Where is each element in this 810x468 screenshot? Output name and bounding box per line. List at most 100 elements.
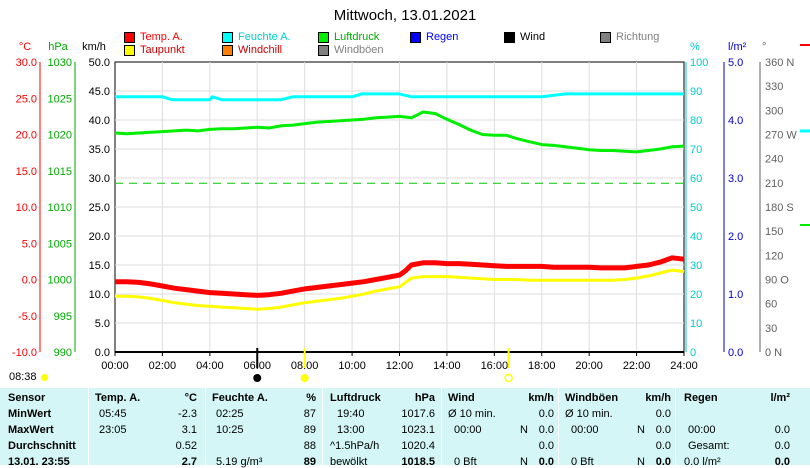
axis-tick-label: 240 bbox=[765, 154, 783, 166]
axis-tick-label: -10.0 bbox=[12, 347, 37, 359]
humidity-avg-value: 88 bbox=[303, 440, 316, 452]
row-label-max: MaxWert bbox=[8, 424, 54, 436]
legend-item: Windböen bbox=[318, 44, 384, 57]
humidity-abs: 5.19 g/m³ bbox=[216, 456, 263, 468]
legend-swatch bbox=[222, 32, 233, 43]
temp-header: Temp. A. bbox=[95, 392, 141, 404]
axis-tick-label: 5.0 bbox=[22, 238, 37, 250]
axis-tick-label: 1.0 bbox=[728, 289, 743, 301]
legend-item: Richtung bbox=[600, 31, 659, 44]
temp-unit: °C bbox=[184, 392, 197, 404]
x-tick-label: 18:00 bbox=[528, 360, 556, 372]
axis-tick-label: 45.0 bbox=[89, 86, 110, 98]
axis-tick-label: 20.0 bbox=[89, 231, 110, 243]
x-tick-label: 12:00 bbox=[386, 360, 414, 372]
axis-tick-label: 15.0 bbox=[89, 260, 110, 272]
axis-tick-label: 50.0 bbox=[89, 57, 110, 69]
pressure-header: Luftdruck bbox=[330, 392, 381, 404]
summary-table: Sensor MinWert MaxWert Durchschnitt 13.0… bbox=[0, 388, 810, 468]
x-tick-label: 16:00 bbox=[481, 360, 509, 372]
axis-tick-label: 5.0 bbox=[728, 57, 743, 69]
axis-tick-label: -5.0 bbox=[18, 311, 37, 323]
axis-tick-label: 3.0 bbox=[728, 173, 743, 185]
legend-label: Temp. A. bbox=[140, 31, 183, 43]
axis-tick-label: 90 bbox=[690, 86, 702, 98]
humidity-max-value: 89 bbox=[303, 424, 316, 436]
legend-item: Feuchte A. bbox=[222, 31, 291, 44]
axis-tick-label: 150 bbox=[765, 226, 783, 238]
axis-tick-label: 210 bbox=[765, 178, 783, 190]
gust-avg10-value: 0.0 bbox=[655, 408, 671, 420]
sun-icon bbox=[41, 374, 48, 381]
legend-label: Feuchte A. bbox=[238, 31, 291, 43]
x-tick-label: 20:00 bbox=[575, 360, 603, 372]
axis-tick-label: 0.0 bbox=[95, 347, 110, 359]
wind-current-value: 0.0 bbox=[538, 456, 554, 468]
axis-unit: % bbox=[690, 41, 700, 53]
axis-tick-label: 20.0 bbox=[16, 130, 37, 142]
axis-tick-label: 35.0 bbox=[89, 144, 110, 156]
wind-current-dir: N bbox=[520, 456, 528, 468]
axis-tick-label: 360 N bbox=[765, 57, 794, 69]
row-label-current: 13.01. 23:55 bbox=[8, 456, 70, 468]
temp-avg-value: 0.52 bbox=[175, 440, 197, 452]
legend-swatch bbox=[410, 32, 421, 43]
row-label-avg: Durchschnitt bbox=[8, 440, 76, 452]
pressure-unit: hPa bbox=[414, 392, 435, 404]
legend-label: Windböen bbox=[334, 44, 384, 56]
axis-tick-label: 10 bbox=[690, 318, 702, 330]
wind-max-value: 0.0 bbox=[538, 424, 554, 436]
axis-unit: °C bbox=[19, 41, 31, 53]
gust-header: Windböen bbox=[565, 392, 619, 404]
rain-unit: l/m² bbox=[770, 392, 790, 404]
axis-unit: km/h bbox=[82, 41, 106, 53]
axis-tick-label: 90 O bbox=[765, 275, 789, 287]
series-line-luftdruck bbox=[114, 110, 685, 154]
pressure-column: Luftdruck hPa 19:40 1017.6 13:00 1023.1 … bbox=[323, 388, 442, 468]
legend-swatch bbox=[124, 45, 135, 56]
legend-swatch bbox=[222, 45, 233, 56]
legend-swatch bbox=[318, 32, 329, 43]
rain-column: Regen l/m² 00:00 0.0 Gesamt: 0.0 0.0 l/m… bbox=[676, 388, 810, 468]
sensor-column: Sensor MinWert MaxWert Durchschnitt 13.0… bbox=[0, 388, 89, 468]
gust-max-value: 0.0 bbox=[655, 424, 671, 436]
axis-tick-label: 25.0 bbox=[89, 202, 110, 214]
axis-tick-label: 1020 bbox=[48, 130, 72, 142]
wind-avg-value: 0.0 bbox=[538, 440, 554, 452]
legend-label: Richtung bbox=[616, 31, 660, 43]
temp-column: Temp. A. °C 05:45 -2.3 23:05 3.1 0.52 2.… bbox=[89, 388, 206, 468]
chart-legend: Temp. A. Feuchte A. Luftdruck Regen Wind Rich… bbox=[0, 0, 810, 60]
axis-tick-label: 4.0 bbox=[728, 115, 743, 127]
legend-swatch bbox=[124, 32, 135, 43]
humidity-current-value: 89 bbox=[303, 456, 316, 468]
rain-total-value: 0.0 bbox=[774, 440, 790, 452]
wind-avg10-value: 0.0 bbox=[538, 408, 554, 420]
rain-total-label: Gesamt: bbox=[688, 440, 730, 452]
axis-tick-label: 0 N bbox=[765, 347, 782, 359]
axis-tick-label: 30.0 bbox=[89, 173, 110, 185]
axis-tick-label: 1025 bbox=[48, 93, 72, 105]
axis-tick-label: 70 bbox=[690, 144, 702, 156]
axis-unit: l/m² bbox=[728, 41, 747, 53]
legend-label: Wind bbox=[520, 31, 546, 43]
axis-tick-label: 120 bbox=[765, 250, 783, 262]
gust-current-value: 0.0 bbox=[655, 456, 671, 468]
humidity-header: Feuchte A. bbox=[212, 392, 268, 404]
row-label-min: MinWert bbox=[8, 408, 52, 420]
x-tick-label: 10:00 bbox=[338, 360, 366, 372]
pressure-max-value: 1023.1 bbox=[401, 424, 435, 436]
axis-tick-label: 25.0 bbox=[16, 93, 37, 105]
wind-header: Wind bbox=[448, 392, 475, 404]
gust-max-dir: N bbox=[637, 424, 645, 436]
axis-unit: hPa bbox=[48, 41, 68, 53]
wind-avg-label: Ø 10 min. bbox=[448, 408, 496, 420]
x-tick-label: 00:00 bbox=[101, 360, 129, 372]
legend-label: Regen bbox=[426, 31, 459, 43]
chart-title: Mittwoch, 13.01.2021 bbox=[334, 7, 477, 24]
legend-label: Luftdruck bbox=[334, 31, 380, 43]
axis-tick-label: 5.0 bbox=[95, 318, 110, 330]
axis-tick-label: 1030 bbox=[48, 57, 72, 69]
sensor-header: Sensor bbox=[8, 392, 46, 404]
sunrise-icon bbox=[300, 374, 309, 382]
axis-tick-label: 330 bbox=[765, 81, 783, 93]
